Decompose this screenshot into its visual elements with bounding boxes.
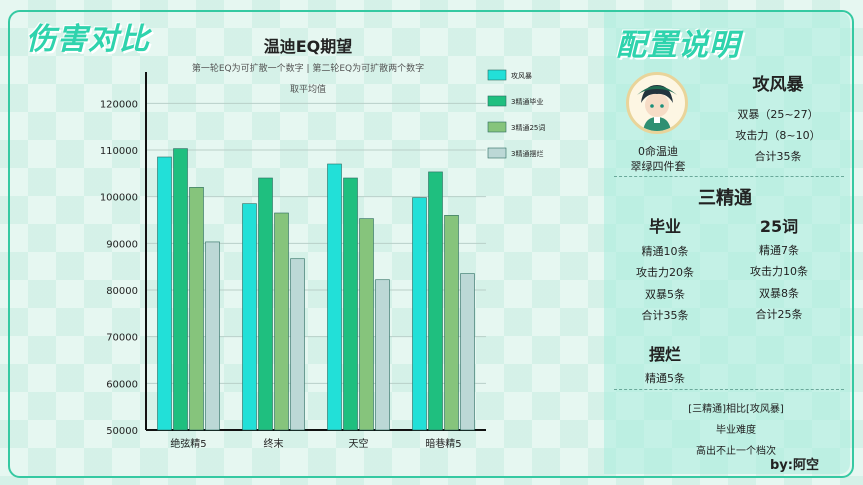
gongfengbao-heading: 攻风暴	[752, 75, 804, 95]
bar	[359, 218, 374, 431]
biye-line-2: 攻击力20条	[636, 266, 694, 279]
x-tick-label: 终末	[264, 437, 284, 450]
divider-2	[614, 389, 844, 390]
bar	[157, 156, 172, 431]
bar	[428, 171, 443, 431]
bar	[444, 215, 459, 431]
summary-line-2: 毕业难度	[716, 425, 756, 436]
outer-frame	[8, 10, 854, 478]
25ci-line-1: 精通7条	[759, 244, 799, 257]
gongfengbao-line-1: 双暴（25~27）	[737, 108, 819, 121]
bar	[173, 148, 188, 431]
summary-line-3: 高出不止一个档次	[696, 446, 776, 457]
bar	[274, 212, 289, 431]
25ci-line-2: 攻击力10条	[750, 265, 808, 278]
summary-line-1: [三精通]相比[攻风暴]	[688, 404, 784, 415]
venti-avatar	[626, 72, 688, 134]
author-credit: by:阿空	[770, 458, 819, 473]
bar	[460, 273, 475, 431]
chart-subtitle-line-1: 第一轮EQ为可扩散一个数字 | 第二轮EQ为可扩散两个数字	[192, 62, 424, 74]
bar	[412, 197, 427, 431]
damage-compare-title: 伤害对比	[26, 22, 150, 57]
y-tick-label: 80000	[106, 286, 138, 297]
x-tick-label: 绝弦精5	[170, 437, 206, 450]
config-title: 配置说明	[616, 28, 740, 63]
legend-label: 3精通毕业	[511, 97, 543, 106]
avatar-caption-constellation: 0命温迪	[638, 145, 678, 158]
bar	[327, 163, 342, 431]
y-tick-label: 50000	[106, 426, 138, 437]
biye-heading: 毕业	[648, 217, 681, 236]
biye-line-4: 合计35条	[641, 309, 689, 322]
bar	[242, 203, 257, 431]
legend-label: 3精通摆烂	[511, 149, 543, 158]
legend-swatch	[487, 121, 507, 133]
y-tick-label: 110000	[100, 146, 138, 157]
bar	[343, 177, 358, 431]
x-tick-label: 暗巷精5	[425, 437, 461, 450]
x-tick-label: 天空	[349, 437, 369, 450]
bar	[205, 241, 220, 431]
legend-label: 3精通25词	[511, 123, 545, 132]
bailan-heading: 摆烂	[648, 345, 681, 364]
y-tick-label: 100000	[100, 193, 138, 204]
y-tick-label: 120000	[100, 99, 138, 110]
legend-swatch	[487, 95, 507, 107]
gongfengbao-line-2: 攻击力（8~10）	[735, 129, 821, 142]
sanjingtong-heading: 三精通	[698, 188, 752, 209]
chart-title: 温迪EQ期望	[263, 37, 353, 56]
25ci-line-3: 双暴8条	[759, 287, 799, 300]
bar	[290, 258, 305, 431]
bar	[375, 279, 390, 431]
bailan-line-1: 精通5条	[645, 372, 685, 385]
biye-line-3: 双暴5条	[645, 288, 685, 301]
biye-line-1: 精通10条	[641, 245, 689, 258]
chart-subtitle-line-2: 取平均值	[290, 83, 326, 95]
bar	[189, 187, 204, 431]
divider-1	[614, 176, 844, 177]
legend-swatch	[487, 69, 507, 81]
y-tick-label: 70000	[106, 333, 138, 344]
avatar-caption-artifact: 翠绿四件套	[630, 160, 686, 173]
legend-label: 攻风暴	[511, 71, 532, 80]
character-portrait-icon	[637, 85, 677, 131]
25ci-heading: 25词	[759, 217, 799, 236]
25ci-line-4: 合计25条	[755, 308, 803, 321]
gongfengbao-line-3: 合计35条	[754, 150, 802, 163]
y-tick-label: 90000	[106, 239, 138, 250]
bar	[258, 177, 273, 431]
legend-swatch	[487, 147, 507, 159]
y-tick-label: 60000	[106, 379, 138, 390]
